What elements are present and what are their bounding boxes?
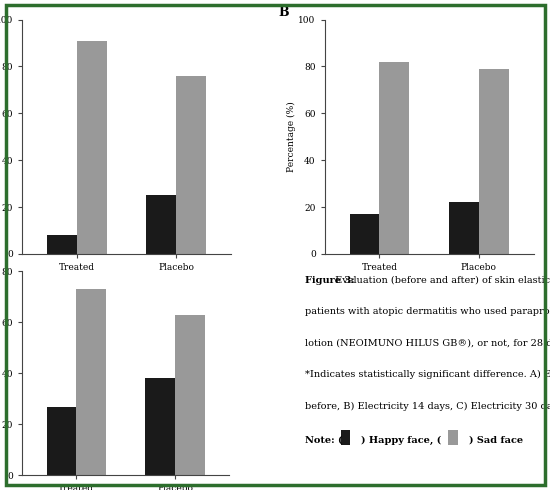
Bar: [76, 289, 106, 475]
Text: lotion (NEOIMUNO HILUS GB®), or not, for 28 days.: lotion (NEOIMUNO HILUS GB®), or not, for…: [305, 339, 550, 348]
Y-axis label: Percentage (%): Percentage (%): [287, 101, 296, 172]
Text: Note: (: Note: (: [305, 436, 343, 444]
Bar: [341, 430, 350, 445]
Bar: [350, 214, 380, 254]
Bar: [47, 407, 76, 475]
Bar: [449, 202, 479, 254]
Text: patients with atopic dermatitis who used paraprobiotic: patients with atopic dermatitis who used…: [305, 307, 550, 316]
Bar: [145, 378, 175, 475]
Bar: [479, 69, 509, 254]
Bar: [76, 41, 107, 254]
Text: B: B: [279, 5, 289, 19]
Text: ) Happy face, (: ) Happy face, (: [361, 436, 442, 445]
Text: ) Sad face: ) Sad face: [469, 436, 522, 444]
Bar: [146, 196, 176, 254]
Bar: [379, 62, 409, 254]
Bar: [176, 76, 206, 254]
Text: before, B) Electricity 14 days, C) Electricity 30 days.: before, B) Electricity 14 days, C) Elect…: [305, 402, 550, 411]
Text: Evaluation (before and after) of skin elasticity in: Evaluation (before and after) of skin el…: [332, 275, 550, 285]
Text: *Indicates statistically significant difference. A) Elasticity: *Indicates statistically significant dif…: [305, 370, 550, 379]
Text: Figure 3:: Figure 3:: [305, 275, 355, 285]
Bar: [175, 315, 205, 475]
Bar: [47, 235, 76, 254]
Bar: [448, 430, 458, 445]
